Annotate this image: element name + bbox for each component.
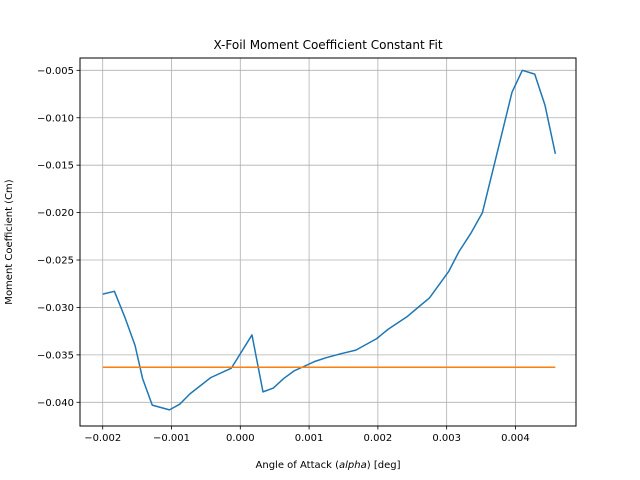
x-tick-label: 0.001 (295, 433, 324, 444)
x-tick-label: 0.003 (432, 433, 461, 444)
y-tick-label: −0.015 (37, 161, 74, 172)
x-tick-label: 0.000 (226, 433, 255, 444)
x-axis-label-prefix: Angle of Attack ( (256, 460, 340, 471)
x-tick-label: 0.004 (501, 433, 530, 444)
y-tick-label: −0.035 (37, 350, 74, 361)
x-axis-label-suffix: ) [deg] (367, 460, 401, 471)
y-axis-label: Moment Coefficient (Cm) (4, 179, 15, 304)
y-tick-label: −0.030 (37, 303, 74, 314)
y-axis-ticks: −0.040 −0.035 −0.030 −0.025 −0.020 −0.015 −0.0… (37, 66, 80, 409)
x-axis-ticks: −0.002 −0.001 0.000 0.001 0.002 0.003 0.004 (84, 426, 530, 444)
y-tick-label: −0.025 (37, 256, 74, 267)
y-tick-label: −0.040 (37, 398, 74, 409)
x-tick-label: −0.002 (84, 433, 121, 444)
grid (80, 58, 576, 426)
x-axis-label-italic: alpha (339, 460, 367, 471)
x-tick-label: −0.001 (153, 433, 190, 444)
x-tick-label: 0.002 (364, 433, 393, 444)
y-tick-label: −0.020 (37, 208, 74, 219)
y-tick-label: −0.005 (37, 66, 74, 77)
x-axis-label: Angle of Attack (alpha) [deg] (256, 460, 401, 471)
plot-frame (79, 57, 577, 427)
series-line-1 (102, 69, 557, 411)
series-layer (102, 69, 557, 411)
chart-title: X-Foil Moment Coefficient Constant Fit (213, 38, 442, 52)
y-tick-label: −0.010 (37, 113, 74, 124)
